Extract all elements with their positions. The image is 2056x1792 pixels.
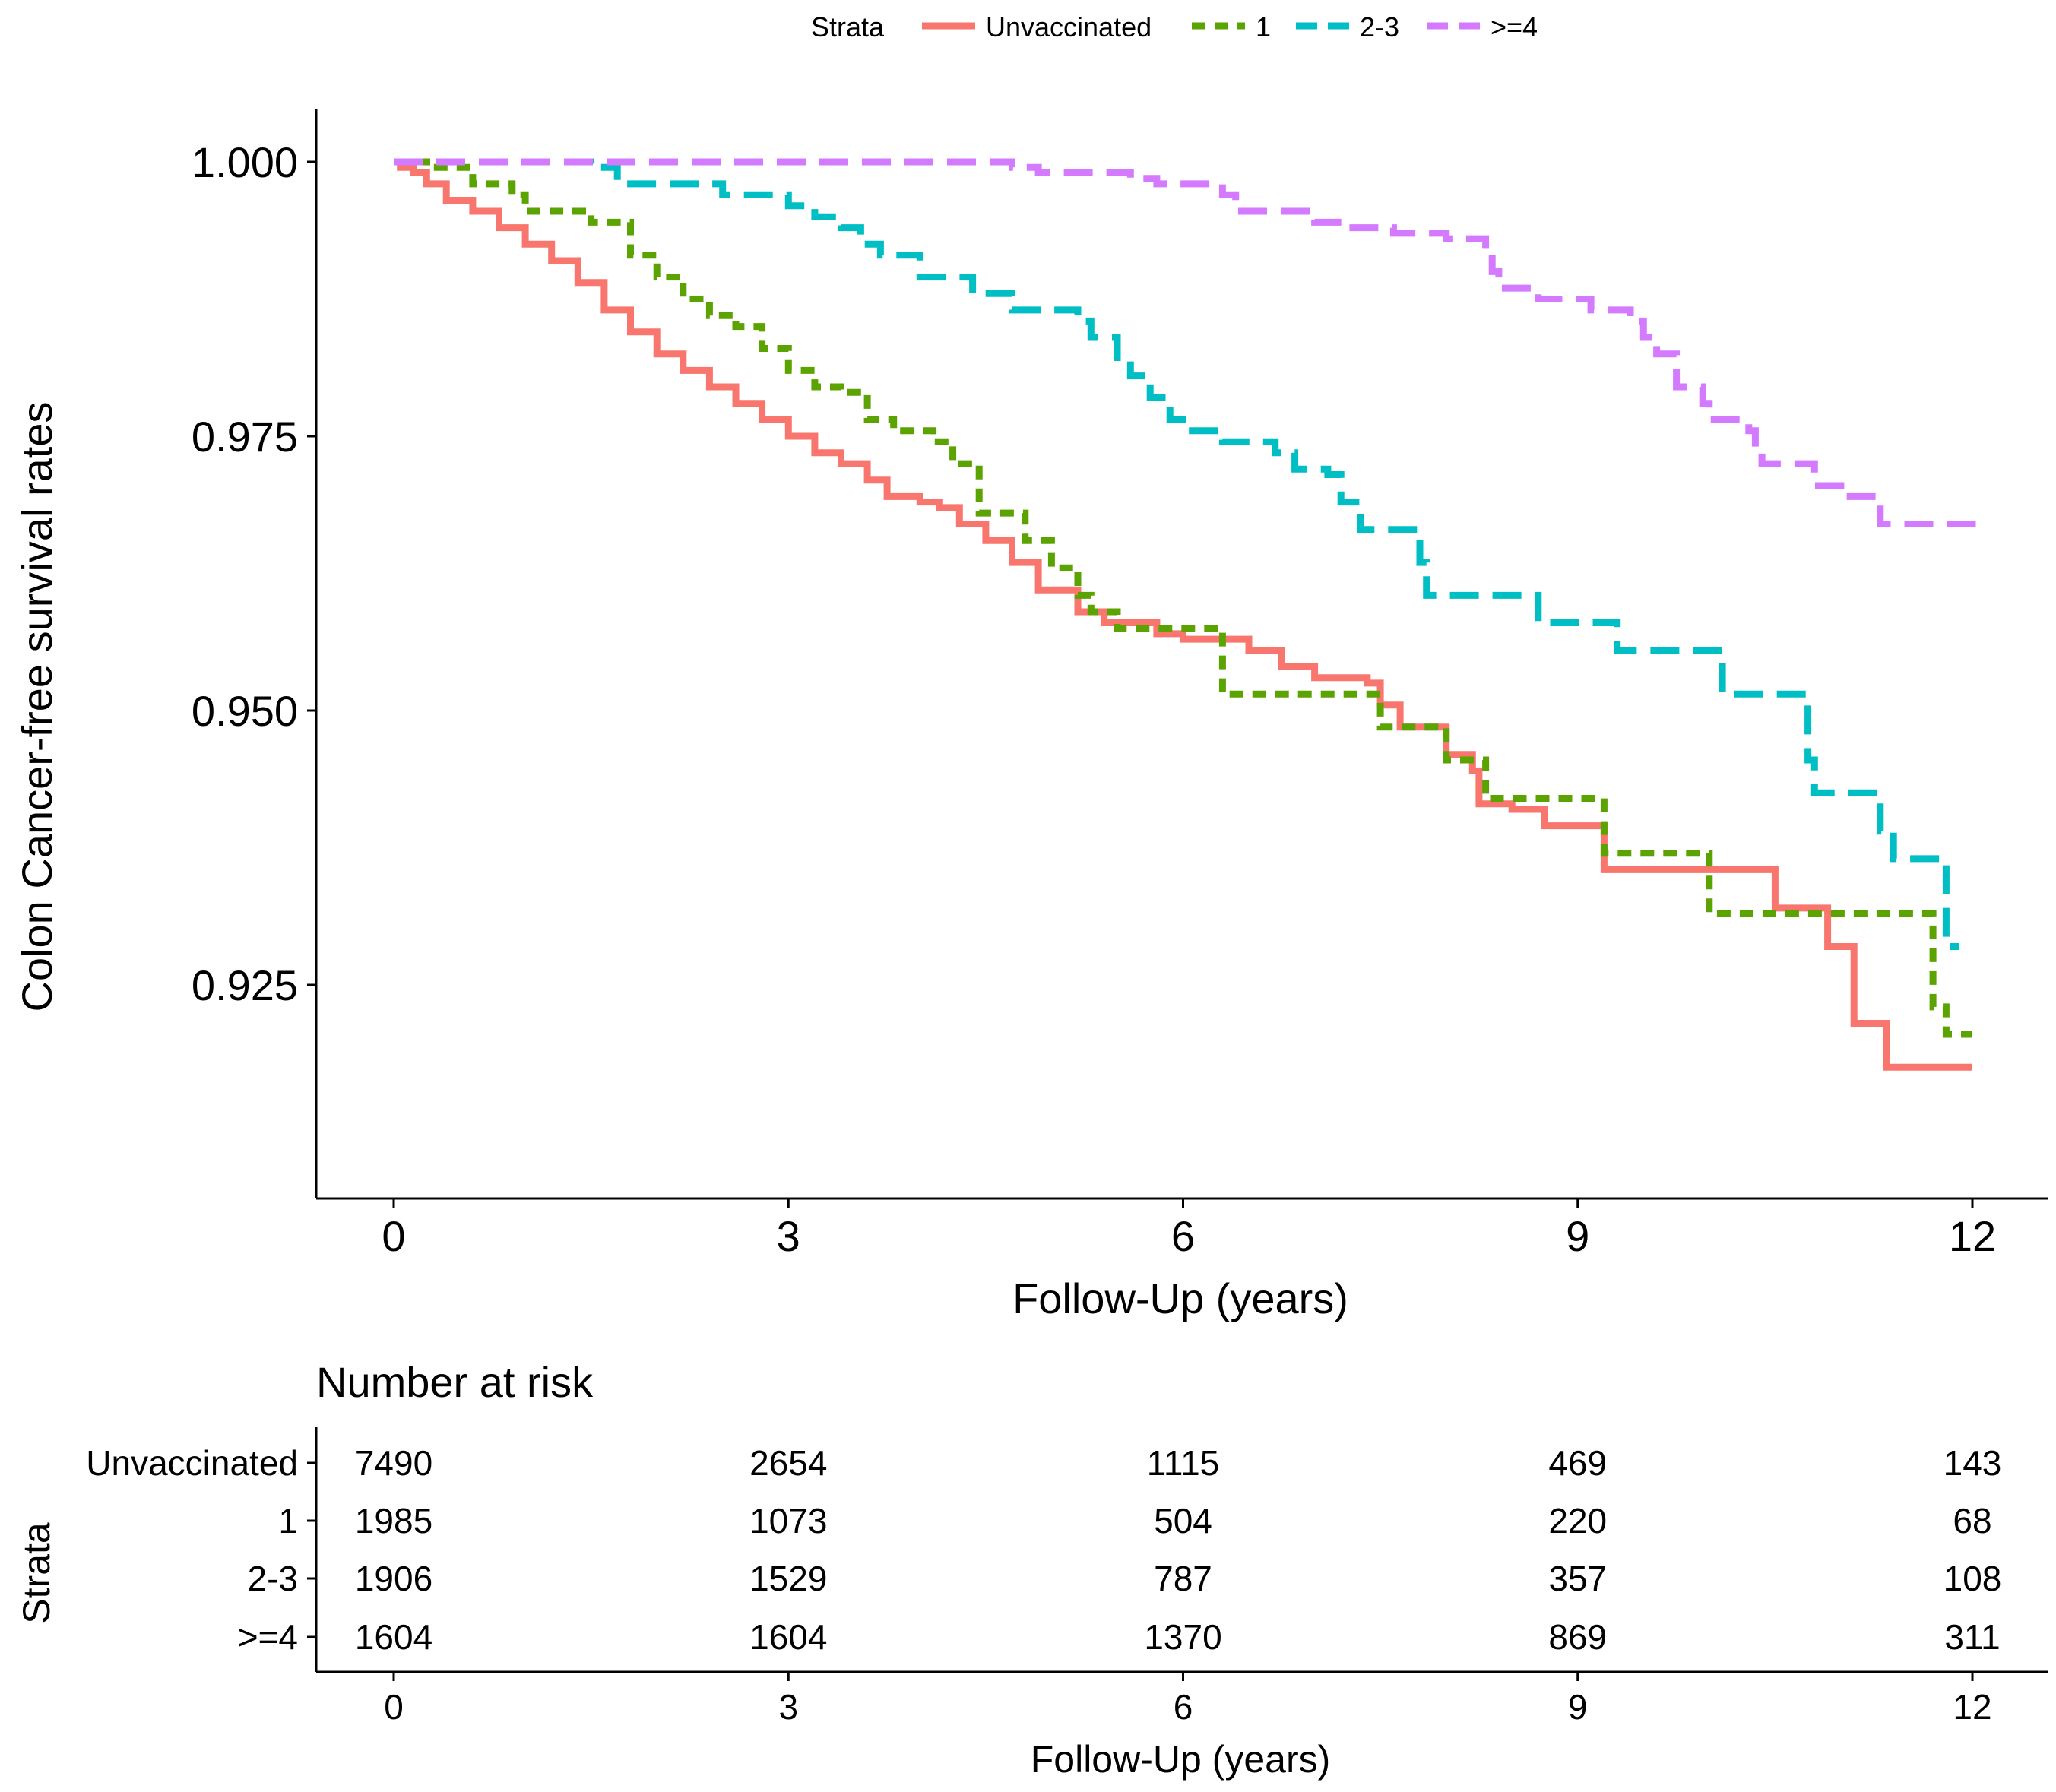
risk-cell: 2654 — [749, 1443, 827, 1483]
risk-row-label: 1 — [278, 1501, 298, 1540]
series-line-unvaccinated — [394, 158, 1972, 1071]
x-tick-label: 12 — [1949, 1212, 1996, 1260]
risk-cell: 1370 — [1144, 1617, 1221, 1657]
x-tick-label: 6 — [1171, 1212, 1195, 1260]
risk-cell: 1529 — [749, 1559, 827, 1598]
risk-cell: 357 — [1548, 1559, 1607, 1598]
risk-x-tick-label: 6 — [1174, 1687, 1193, 1727]
risk-table-y-axis-title: Strata — [15, 1522, 58, 1624]
risk-cell: 787 — [1154, 1559, 1212, 1598]
risk-x-tick-label: 9 — [1568, 1687, 1588, 1727]
risk-row-label: Unvaccinated — [86, 1443, 298, 1483]
risk-cell: 143 — [1944, 1443, 2002, 1483]
y-tick-label: 0.975 — [192, 413, 298, 461]
series-line-2-3 — [394, 158, 1959, 950]
x-axis-title: Follow-Up (years) — [1012, 1274, 1348, 1322]
risk-row-label: 2-3 — [248, 1559, 298, 1598]
risk-cell: 1073 — [749, 1501, 827, 1540]
y-tick-label: 0.950 — [192, 687, 298, 735]
series-line-ge4 — [394, 158, 1976, 527]
risk-cell: 1604 — [355, 1617, 432, 1657]
legend-label-1: 1 — [1256, 11, 1271, 43]
risk-cell: 1115 — [1147, 1443, 1220, 1483]
risk-cell: 504 — [1154, 1501, 1212, 1540]
risk-cell: 311 — [1944, 1617, 2000, 1657]
legend-label-unvaccinated: Unvaccinated — [986, 11, 1152, 43]
risk-cell: 108 — [1944, 1559, 2002, 1598]
risk-cell: 869 — [1548, 1617, 1607, 1657]
y-axis-title: Colon Cancer-free survival rates — [13, 402, 61, 1012]
survival-plot: 0.925 0.950 0.975 1.000 0 3 6 9 12 Colon Cancer… — [13, 109, 2048, 1322]
risk-x-tick-label: 3 — [778, 1687, 798, 1727]
risk-table-title: Number at risk — [316, 1358, 594, 1406]
risk-row-label: >=4 — [238, 1617, 298, 1657]
legend-label-ge4: >=4 — [1491, 11, 1538, 43]
risk-x-tick-label: 12 — [1953, 1687, 1991, 1727]
risk-cell: 68 — [1953, 1501, 1991, 1540]
x-tick-label: 9 — [1566, 1212, 1589, 1260]
risk-cell: 1906 — [355, 1559, 432, 1598]
risk-cell: 220 — [1548, 1501, 1607, 1540]
legend: Strata Unvaccinated 1 2-3 >=4 — [811, 11, 1538, 43]
y-tick-label: 0.925 — [192, 961, 298, 1009]
legend-title: Strata — [811, 11, 885, 43]
series-line-1 — [394, 158, 1972, 1038]
risk-x-tick-label: 0 — [384, 1687, 404, 1727]
risk-cell: 1604 — [749, 1617, 827, 1657]
risk-table: Number at risk Unvaccinated 7490 2654 1115 4… — [15, 1358, 2048, 1781]
risk-cell: 7490 — [355, 1443, 432, 1483]
risk-cell: 469 — [1548, 1443, 1607, 1483]
y-tick-label: 1.000 — [192, 138, 298, 186]
risk-cell: 1985 — [355, 1501, 432, 1540]
x-tick-label: 3 — [777, 1212, 800, 1260]
risk-table-x-axis-title: Follow-Up (years) — [1031, 1738, 1331, 1781]
x-tick-label: 0 — [382, 1212, 405, 1260]
legend-label-2-3: 2-3 — [1360, 11, 1399, 43]
